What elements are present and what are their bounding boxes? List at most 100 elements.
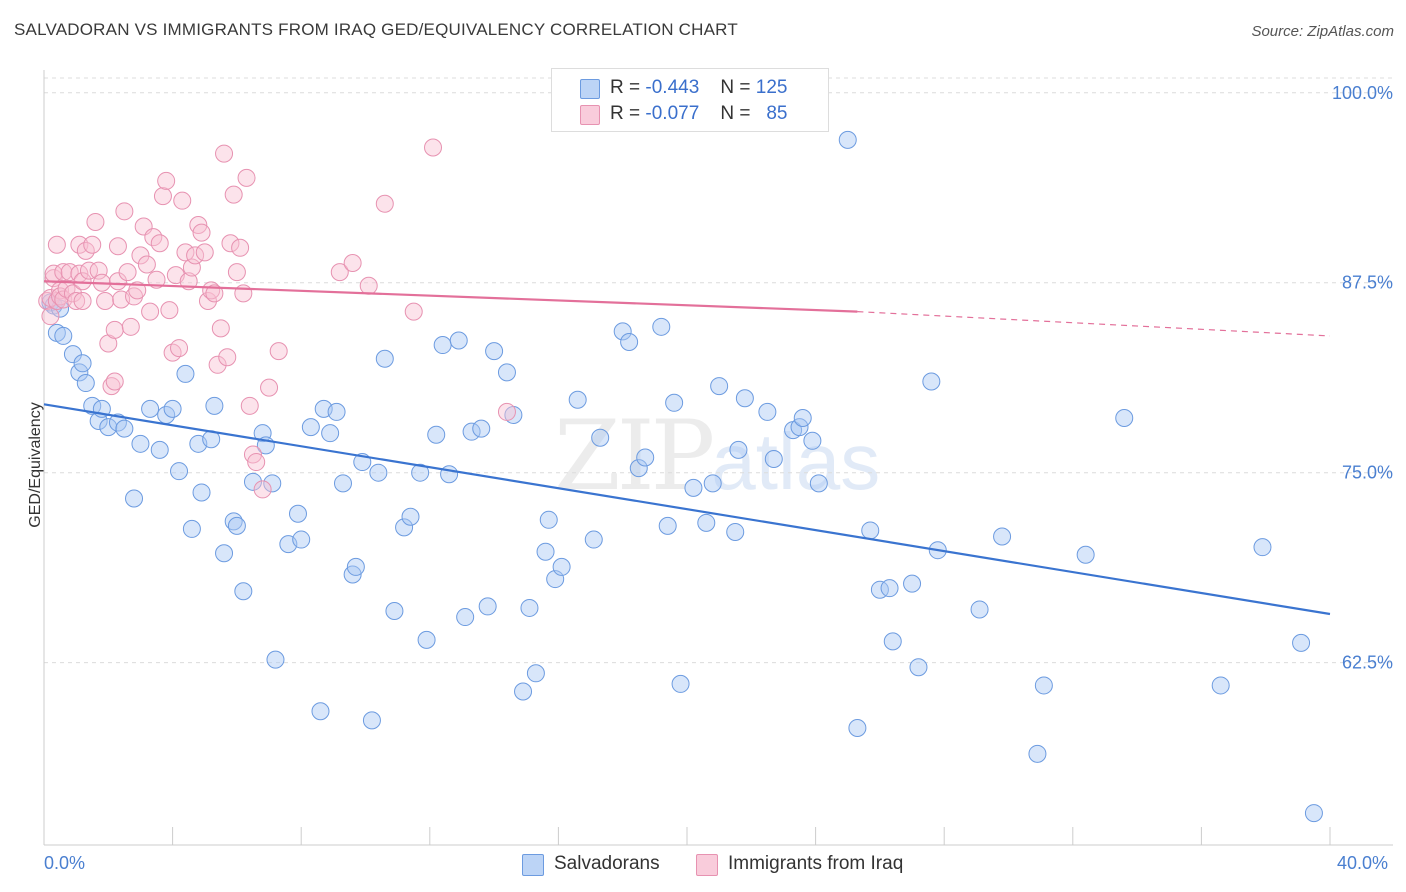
salvadoran-point <box>764 450 783 469</box>
iraq-trend-extension <box>857 311 1331 337</box>
iraq-point <box>218 348 237 367</box>
salvadoran-point <box>552 557 571 576</box>
iraq-point <box>221 234 240 253</box>
salvadoran-point <box>215 544 234 563</box>
iraq-point <box>131 246 150 265</box>
iraq-point <box>150 234 169 253</box>
salvadoran-point <box>758 402 777 421</box>
salvadoran-point <box>665 393 684 412</box>
iraq-point <box>195 243 214 262</box>
iraq-point <box>80 261 99 280</box>
salvadoran-point <box>710 377 729 396</box>
salvadoran-point <box>870 580 889 599</box>
legend-n-value: 85 <box>766 103 788 124</box>
iraq-point <box>224 185 243 204</box>
legend-r-label: R = <box>610 103 641 124</box>
salvadoran-point <box>1211 676 1230 695</box>
iraq-point <box>198 291 217 310</box>
salvadoran-point <box>253 424 272 443</box>
iraq-point <box>240 396 259 415</box>
salvadoran-point <box>1076 545 1095 564</box>
salvadoran-point <box>76 374 95 393</box>
watermark-atlas: atlas <box>711 417 881 506</box>
salvadoran-point <box>793 408 812 427</box>
y-tick-label: 75.0% <box>1342 463 1393 483</box>
salvadoran-point <box>909 658 928 677</box>
iraq-point <box>108 237 127 256</box>
salvadoran-point <box>170 462 189 481</box>
salvadoran-point <box>234 582 253 601</box>
salvadoran-point <box>327 402 346 421</box>
legend-r-label: R = <box>610 77 641 98</box>
iraq-point <box>115 202 134 221</box>
salvadoran-point <box>848 718 867 737</box>
iraq-point <box>359 276 378 295</box>
salvadoran-point <box>591 428 610 447</box>
x-tick-label-min: 0.0% <box>44 853 86 873</box>
salvadoran-point <box>385 601 404 620</box>
salvadoran-point <box>584 530 603 549</box>
salvadoran-point <box>539 510 558 529</box>
salvadoran-point <box>288 504 307 523</box>
iraq-point <box>157 171 176 190</box>
salvadoran-point <box>440 465 459 484</box>
salvadoran-point <box>301 418 320 437</box>
iraq-point <box>96 291 115 310</box>
salvadoran-point <box>346 557 365 576</box>
iraq-point <box>260 378 279 397</box>
iraq-point <box>237 168 256 187</box>
iraq-trend-line <box>43 280 858 313</box>
salvadoran-point <box>684 478 703 497</box>
iraq-point <box>211 319 230 338</box>
salvadoran-point <box>449 331 468 350</box>
bottom-legend-label: Immigrants from Iraq <box>728 853 904 874</box>
salvadoran-point <box>478 597 497 616</box>
iraq-point <box>227 263 246 282</box>
salvadoran-point <box>150 440 169 459</box>
iraq-point <box>375 194 394 213</box>
salvadoran-point <box>433 336 452 355</box>
salvadoran-point <box>652 317 671 336</box>
iraq-point <box>182 258 201 277</box>
salvadoran-point <box>735 389 754 408</box>
salvadoran-point <box>970 600 989 619</box>
salvadoran-point <box>63 345 82 364</box>
salvadoran-point <box>427 425 446 444</box>
salvadoran-point <box>629 459 648 478</box>
iraq-point <box>89 261 108 280</box>
watermark: ZIPatlas <box>554 400 880 512</box>
salvadoran-point <box>263 474 282 493</box>
salvadoran-trend-line <box>43 403 1331 616</box>
iraq-point <box>41 307 60 326</box>
salvadoran-point <box>1028 744 1047 763</box>
salvadoran-point <box>861 521 880 540</box>
salvadoran-point <box>880 579 899 598</box>
salvadoran-point <box>73 354 92 373</box>
salvadoran-point <box>613 322 632 341</box>
y-tick-label: 87.5% <box>1342 273 1393 293</box>
iraq-point <box>186 246 205 265</box>
legend-n-label: N = <box>720 77 751 98</box>
salvadoran-point <box>703 474 722 493</box>
iraq-point <box>170 339 189 358</box>
iraq-point <box>73 272 92 291</box>
salvadoran-point <box>803 431 822 450</box>
legend-r-value: -0.077 <box>645 103 700 124</box>
salvadoran-point <box>568 390 587 409</box>
iraq-point <box>330 263 349 282</box>
salvadoran-point <box>620 333 639 352</box>
salvadoran-point <box>125 489 144 508</box>
y-tick-label: 62.5% <box>1342 653 1393 673</box>
iraq-point <box>47 235 66 254</box>
salvadoran-point <box>671 674 690 693</box>
iraq-point <box>147 270 166 289</box>
salvadoran-point <box>192 483 211 502</box>
salvadoran-point <box>243 472 262 491</box>
salvadoran-point <box>472 419 491 438</box>
y-tick-label: 100.0% <box>1332 83 1393 103</box>
salvadoran-point <box>636 448 655 467</box>
iraq-point <box>173 191 192 210</box>
iraq-point <box>118 263 137 282</box>
salvadoran-point <box>536 542 555 561</box>
iraq-point <box>105 372 124 391</box>
